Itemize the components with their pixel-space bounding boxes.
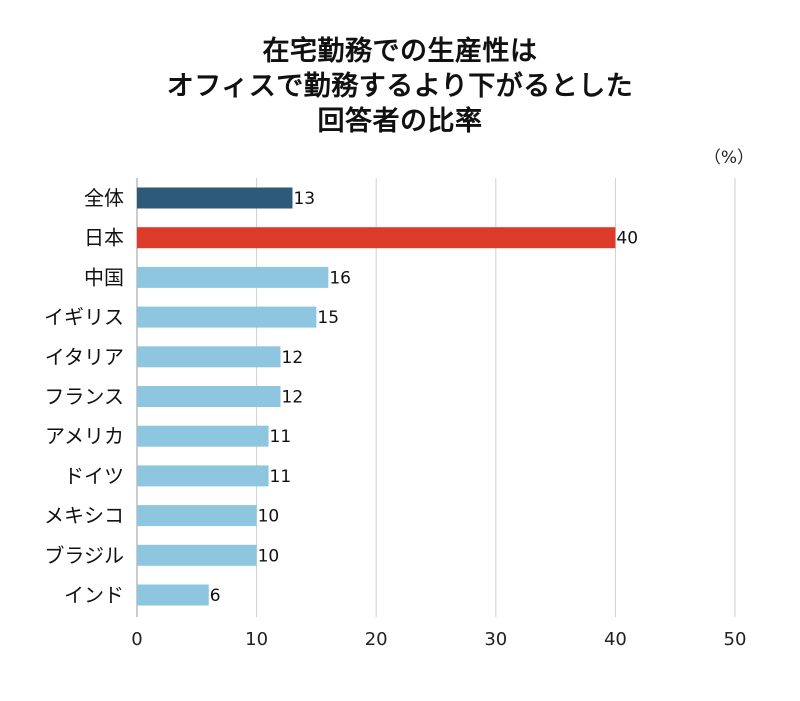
bar-1 (137, 227, 616, 249)
value-label: 10 (258, 507, 280, 527)
value-label: 13 (293, 189, 315, 209)
category-label: ブラジル (44, 543, 124, 567)
value-label: 6 (210, 586, 221, 606)
category-label: フランス (44, 385, 124, 409)
x-tick-label: 20 (365, 629, 388, 650)
value-label: 11 (270, 427, 292, 447)
bar-9 (137, 544, 257, 566)
chart-title-line-2: オフィスで勤務するより下がるとした (166, 71, 634, 102)
bars (137, 187, 616, 606)
value-label: 10 (258, 546, 280, 566)
value-label: 12 (282, 388, 304, 408)
x-tick-label: 30 (484, 629, 507, 650)
x-tick-label: 0 (131, 629, 142, 650)
category-label: 中国 (84, 265, 124, 289)
x-tick-label: 40 (604, 629, 627, 650)
bar-6 (137, 425, 269, 447)
bar-10 (137, 584, 209, 606)
unit-label: （%） (704, 148, 754, 168)
bar-2 (137, 266, 329, 288)
grid-lines (136, 178, 736, 617)
bar-4 (137, 346, 281, 368)
bar-5 (137, 386, 281, 407)
chart-title-line-1: 在宅勤務での生産性は (262, 36, 538, 67)
bar-7 (137, 465, 269, 487)
value-label: 15 (317, 308, 339, 328)
bar-8 (137, 505, 257, 527)
category-label: 全体 (84, 186, 124, 210)
value-label: 16 (329, 268, 351, 288)
x-tick-label: 50 (724, 629, 747, 650)
value-label: 12 (282, 348, 304, 368)
labels: 0 10 20 30 40 50 全体 13 日本 40 中国 16 イギリス 15 イタリア 12 フランス 1… (44, 186, 746, 650)
category-label: イタリア (45, 345, 124, 369)
value-label: 11 (270, 467, 292, 487)
bar-3 (137, 306, 317, 328)
value-label: 40 (616, 229, 638, 249)
bar-0 (137, 187, 293, 209)
category-label: メキシコ (44, 504, 124, 528)
category-label: イギリス (44, 305, 124, 329)
chart-title: 在宅勤務での生産性は オフィスで勤務するより下がるとした 回答者の比率 (0, 34, 800, 139)
category-label: アメリカ (45, 424, 124, 448)
chart-title-line-3: 回答者の比率 (317, 106, 483, 137)
category-label: ドイツ (64, 464, 124, 488)
x-tick-label: 10 (245, 629, 268, 650)
category-label: インド (64, 583, 124, 607)
category-label: 日本 (84, 226, 124, 250)
